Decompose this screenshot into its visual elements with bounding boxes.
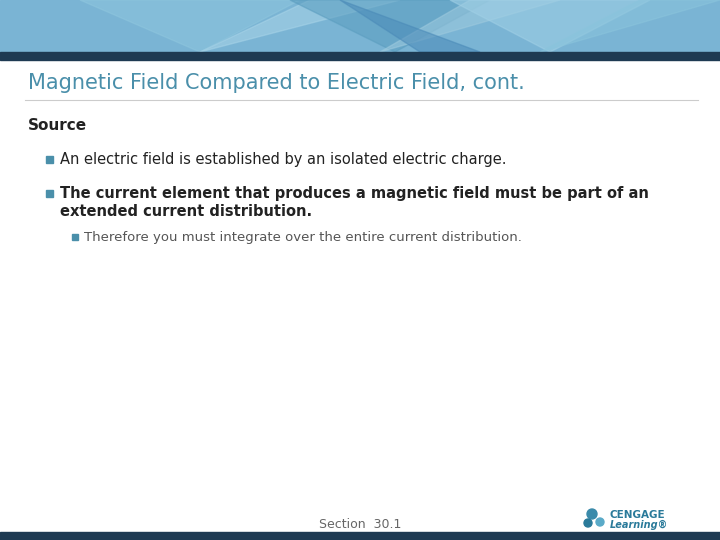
Bar bbox=[0, 0, 720, 52]
Polygon shape bbox=[200, 0, 400, 52]
Bar bbox=[0, 532, 720, 540]
Circle shape bbox=[596, 518, 604, 526]
Polygon shape bbox=[340, 0, 480, 52]
Text: Section  30.1: Section 30.1 bbox=[319, 517, 401, 530]
Text: Magnetic Field Compared to Electric Field, cont.: Magnetic Field Compared to Electric Fiel… bbox=[28, 73, 525, 93]
Circle shape bbox=[587, 509, 597, 519]
Text: extended current distribution.: extended current distribution. bbox=[60, 204, 312, 219]
Text: Therefore you must integrate over the entire current distribution.: Therefore you must integrate over the en… bbox=[84, 231, 522, 244]
Polygon shape bbox=[380, 0, 560, 52]
Polygon shape bbox=[540, 0, 720, 52]
Bar bbox=[72, 234, 78, 240]
Text: An electric field is established by an isolated electric charge.: An electric field is established by an i… bbox=[60, 152, 506, 167]
Polygon shape bbox=[450, 0, 650, 52]
Text: CENGAGE: CENGAGE bbox=[610, 510, 665, 520]
Text: Source: Source bbox=[28, 118, 87, 132]
Circle shape bbox=[584, 519, 592, 527]
Bar bbox=[0, 52, 720, 60]
Bar bbox=[46, 190, 53, 197]
Text: The current element that produces a magnetic field must be part of an: The current element that produces a magn… bbox=[60, 186, 649, 201]
Bar bbox=[46, 156, 53, 163]
Text: Learning®: Learning® bbox=[610, 520, 668, 530]
Polygon shape bbox=[290, 0, 490, 52]
Polygon shape bbox=[80, 0, 300, 52]
